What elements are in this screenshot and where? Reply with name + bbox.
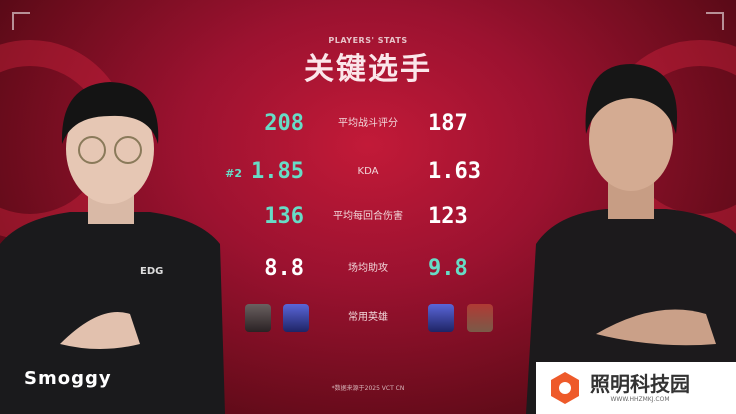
agent-omen-icon <box>428 304 454 332</box>
stat-row-rating: 208 平均战斗评分 187 <box>0 110 736 140</box>
watermark-url: WWW.HHZMKJ.COM <box>610 396 670 403</box>
player-photo-left: EDG <box>0 82 225 414</box>
left-value: 8.8 <box>264 256 304 281</box>
page-title: 关键选手 <box>304 52 432 87</box>
section-subtitle: PLAYERS' STATS <box>328 36 408 45</box>
agent-viper-icon <box>245 304 271 332</box>
right-value: 123 <box>428 204 468 229</box>
data-source-note: *数据来源于2025 VCT CN <box>331 385 405 392</box>
stat-label: KDA <box>357 166 379 177</box>
agent-omen-icon <box>283 304 309 332</box>
player-name: Smoggy <box>24 368 112 389</box>
watermark-logo: 照明科技园 WWW.HHZMKJ.COM <box>536 362 736 414</box>
left-value: 208 <box>264 111 304 136</box>
left-value: 1.85 <box>251 159 304 184</box>
stat-label: 平均每回合伤害 <box>333 211 403 222</box>
left-value: 136 <box>264 204 304 229</box>
agent-brimstone-icon <box>467 304 493 332</box>
right-value: 187 <box>428 111 468 136</box>
corner-frame <box>12 12 30 30</box>
jersey-logo: EDG <box>140 266 163 277</box>
right-value: 1.63 <box>428 159 481 184</box>
stat-label: 场均助攻 <box>348 263 388 274</box>
rank-badge: #2 <box>225 167 242 180</box>
stat-row-assists: 8.8 场均助攻 9.8 <box>0 255 736 285</box>
corner-frame <box>706 12 724 30</box>
right-value: 9.8 <box>428 256 468 281</box>
stat-label: 平均战斗评分 <box>338 118 398 129</box>
stat-row-adr: 136 平均每回合伤害 123 <box>0 203 736 233</box>
stat-label: 常用英雄 <box>348 312 388 323</box>
watermark-name: 照明科技园 <box>590 372 690 396</box>
stat-row-kda: #2 1.85 KDA 1.63 <box>0 158 736 188</box>
stat-row-agents: 常用英雄 <box>0 304 736 334</box>
sunburst-icon <box>551 372 579 404</box>
